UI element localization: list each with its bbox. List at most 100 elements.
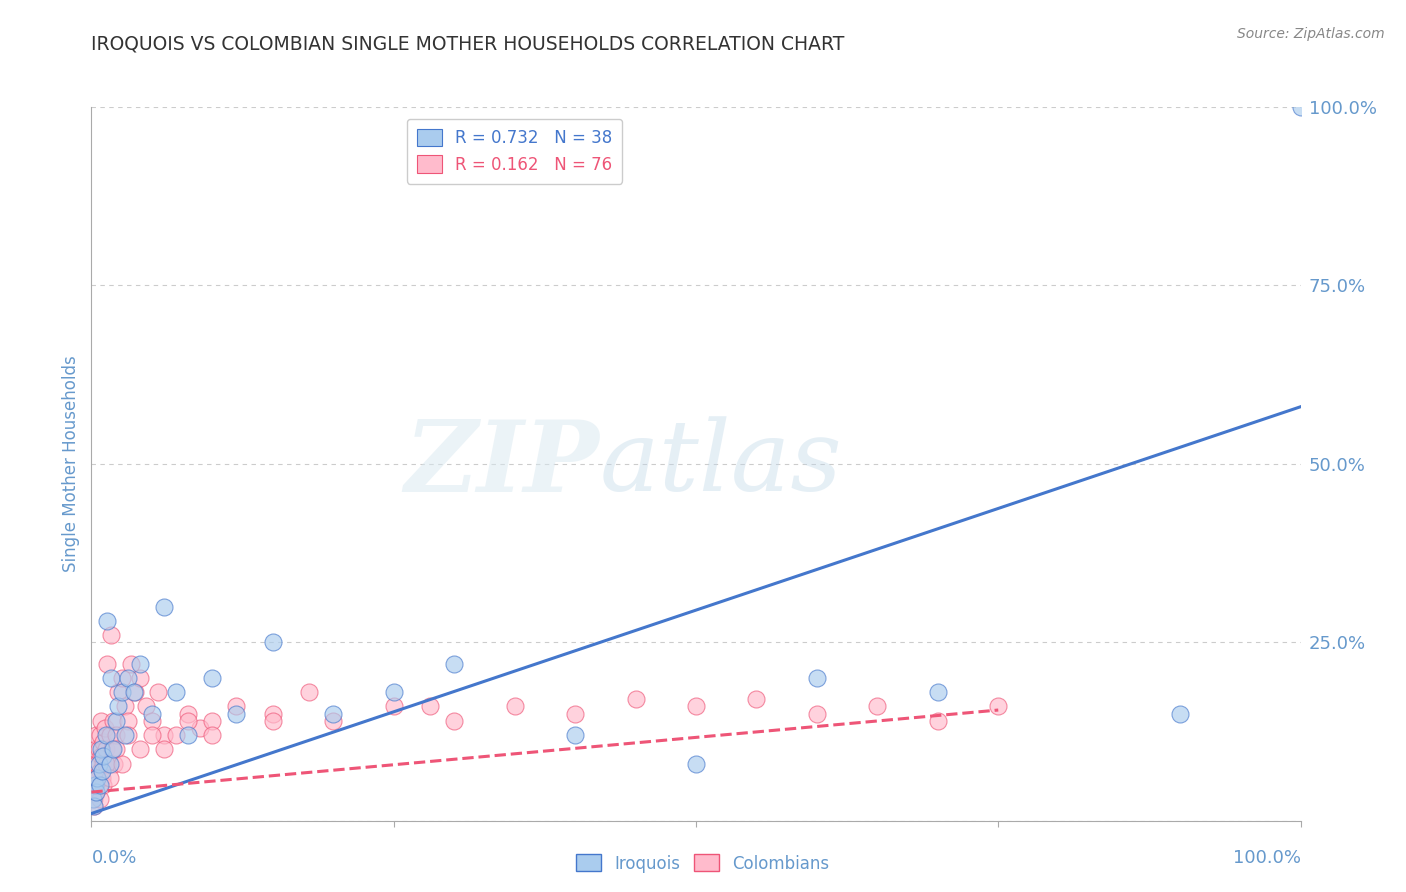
Point (564, 728, 586, 742)
Text: 0.0%: 0.0% (91, 849, 136, 867)
Point (745, 692, 768, 706)
Point (104, 728, 127, 742)
Point (90, 742, 112, 756)
Point (98, 756, 121, 771)
Legend: R = 0.732   N = 38, R = 0.162   N = 76: R = 0.732 N = 38, R = 0.162 N = 76 (406, 119, 623, 184)
Point (135, 699, 157, 714)
Point (117, 714, 139, 728)
Point (322, 714, 344, 728)
Point (225, 699, 247, 714)
Point (98, 771, 121, 785)
Point (82, 792, 104, 806)
Point (188, 721, 211, 735)
Point (84, 778, 107, 792)
Point (97, 756, 120, 771)
Point (87, 742, 110, 756)
Point (117, 671, 139, 685)
Point (114, 728, 136, 742)
Point (201, 728, 224, 742)
Point (107, 699, 129, 714)
Point (91, 771, 114, 785)
Point (262, 714, 284, 728)
Point (322, 706, 344, 721)
Point (104, 742, 127, 756)
Point (89, 764, 111, 778)
Point (225, 706, 247, 721)
Point (94, 742, 117, 756)
Point (177, 728, 200, 742)
Point (84, 785, 107, 799)
Point (927, 685, 949, 699)
Point (503, 699, 526, 714)
Point (93, 778, 115, 792)
Point (101, 714, 124, 728)
Point (100, 628, 122, 642)
Point (93, 721, 115, 735)
Point (165, 728, 187, 742)
Point (86, 771, 108, 785)
Point (114, 699, 136, 714)
Point (153, 728, 176, 742)
Point (382, 685, 405, 699)
Point (382, 699, 405, 714)
Point (141, 714, 163, 728)
Point (262, 706, 284, 721)
Point (103, 756, 125, 771)
Point (201, 671, 224, 685)
Point (89, 728, 111, 742)
Point (141, 728, 163, 742)
Point (83, 756, 105, 771)
Point (87, 778, 110, 792)
Point (201, 714, 224, 728)
Point (84, 742, 107, 756)
Point (111, 685, 132, 699)
Point (124, 685, 146, 699)
Text: 100.0%: 100.0% (1233, 849, 1301, 867)
Point (96, 614, 118, 628)
Point (89, 778, 111, 792)
Point (117, 728, 139, 742)
Point (86, 756, 108, 771)
Point (111, 671, 132, 685)
Point (84, 785, 107, 799)
Text: Source: ZipAtlas.com: Source: ZipAtlas.com (1237, 27, 1385, 41)
Point (101, 742, 124, 756)
Point (806, 671, 828, 685)
Point (866, 699, 889, 714)
Point (128, 742, 150, 756)
Point (177, 706, 200, 721)
Point (82, 785, 104, 799)
Point (90, 749, 112, 764)
Point (806, 706, 828, 721)
Point (298, 685, 321, 699)
Point (1289, 100, 1312, 114)
Point (98, 728, 121, 742)
Point (87, 756, 110, 771)
Point (177, 714, 200, 728)
Point (93, 735, 115, 749)
Point (84, 785, 107, 799)
Point (82, 771, 104, 785)
Point (83, 799, 105, 814)
Point (443, 714, 465, 728)
Point (86, 771, 108, 785)
Text: IROQUOIS VS COLOMBIAN SINGLE MOTHER HOUSEHOLDS CORRELATION CHART: IROQUOIS VS COLOMBIAN SINGLE MOTHER HOUS… (91, 35, 845, 54)
Point (83, 799, 105, 814)
Point (927, 714, 949, 728)
Point (94, 756, 117, 771)
Legend: Iroquois, Colombians: Iroquois, Colombians (569, 847, 837, 880)
Point (86, 771, 108, 785)
Point (93, 756, 115, 771)
Point (685, 756, 707, 771)
Point (84, 728, 107, 742)
Text: ZIP: ZIP (405, 416, 599, 512)
Point (89, 792, 111, 806)
Point (93, 749, 115, 764)
Point (685, 699, 707, 714)
Point (419, 699, 441, 714)
Point (100, 671, 122, 685)
Point (94, 728, 117, 742)
Point (987, 699, 1010, 714)
Point (90, 714, 112, 728)
Point (146, 685, 169, 699)
